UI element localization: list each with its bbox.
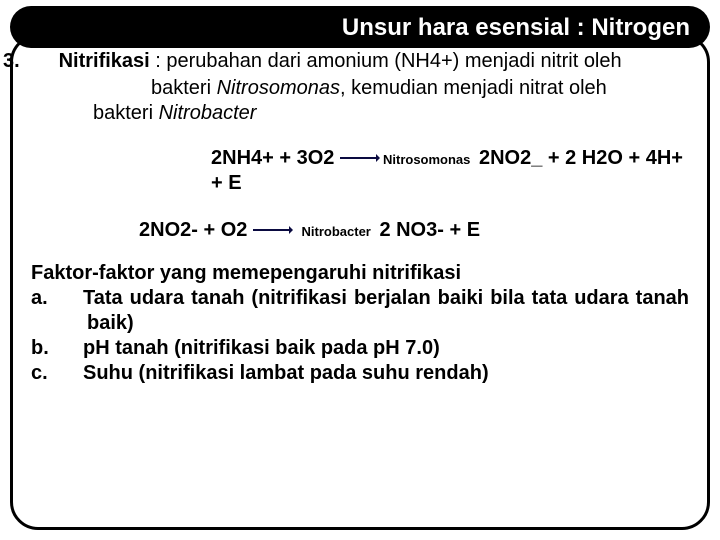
- item-3-rest1: perubahan dari amonium (NH4+) menjadi ni…: [166, 50, 621, 72]
- factor-c: c.Suhu (nitrifikasi lambat pada suhu ren…: [31, 361, 689, 386]
- item-3-l2b: , kemudian menjadi nitrat oleh: [340, 77, 607, 99]
- item-3-l2em: Nitrosomonas: [217, 77, 340, 99]
- item-3-line2: bakteri Nitrosomonas, kemudian menjadi n…: [31, 76, 689, 101]
- factors-block: Faktor-faktor yang memepengaruhi nitrifi…: [31, 261, 689, 386]
- eq1-catalyst: Nitrosomonas: [380, 152, 473, 167]
- equation-block: 2NH4+ + 3O2 Nitrosomonas 2NO2_ + 2 H2O +…: [31, 146, 689, 243]
- item-3-sep: :: [150, 50, 167, 72]
- item-3-l3em: Nitrobacter: [159, 102, 257, 124]
- page-title: Unsur hara esensial : Nitrogen: [342, 14, 690, 41]
- factor-b-text: pH tanah (nitrifikasi baik pada pH 7.0): [83, 337, 440, 359]
- factor-c-letter: c.: [59, 361, 83, 386]
- factor-a-text: Tata udara tanah (nitrifikasi berjalan b…: [83, 287, 689, 334]
- factor-c-text: Suhu (nitrifikasi lambat pada suhu renda…: [83, 362, 489, 384]
- item-3-line1: 3. Nitrifikasi : perubahan dari amonium …: [31, 49, 689, 74]
- item-3-l3a: bakteri: [93, 102, 159, 124]
- eq2-left: 2NO2- + O2: [139, 219, 247, 241]
- eq2-right: 2 NO3- + E: [379, 219, 480, 241]
- item-3-line3: bakteri Nitrobacter: [31, 101, 689, 126]
- factor-a: a.Tata udara tanah (nitrifikasi berjalan…: [31, 286, 689, 336]
- equation-2-row: 2NO2- + O2 Nitrobacter 2 NO3- + E: [59, 218, 689, 243]
- item-3-number: 3.: [31, 49, 53, 74]
- title-box: Unsur hara esensial : Nitrogen: [10, 6, 710, 48]
- factor-b: b.pH tanah (nitrifikasi baik pada pH 7.0…: [31, 336, 689, 361]
- factors-heading: Faktor-faktor yang memepengaruhi nitrifi…: [31, 261, 689, 286]
- factor-a-letter: a.: [59, 286, 83, 311]
- eq2-catalyst: Nitrobacter: [299, 224, 374, 239]
- equation-1-row: 2NH4+ + 3O2 Nitrosomonas 2NO2_ + 2 H2O +…: [59, 146, 689, 196]
- arrow-icon: [253, 225, 293, 235]
- arrow-icon: [340, 153, 380, 163]
- content-panel: 3. Nitrifikasi : perubahan dari amonium …: [10, 34, 710, 530]
- item-3-l2a: bakteri: [151, 77, 217, 99]
- item-3-label: Nitrifikasi: [59, 50, 150, 72]
- eq1-left: 2NH4+ + 3O2: [211, 147, 334, 169]
- factor-b-letter: b.: [59, 336, 83, 361]
